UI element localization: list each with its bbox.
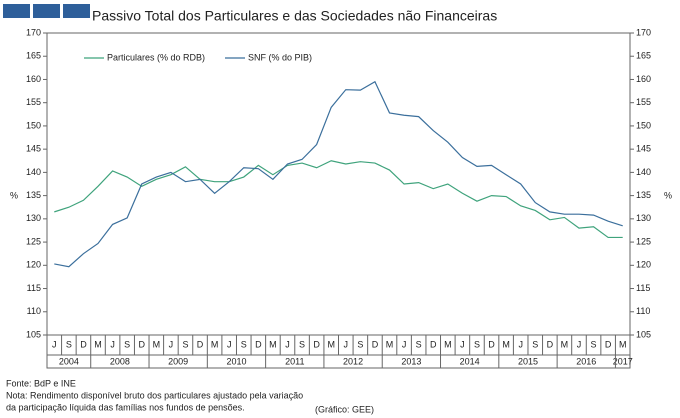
x-group-label: 2004 (59, 356, 79, 366)
y2-tick-label: 120 (636, 260, 651, 270)
y2-tick-label: 110 (636, 306, 650, 316)
y2-tick-label: 145 (636, 144, 651, 154)
x-tick-label: M (327, 339, 335, 349)
note: da participação líquida das famílias nos… (6, 402, 245, 412)
series-line (54, 160, 623, 239)
y-tick-label: 165 (26, 51, 41, 61)
x-tick-label: M (386, 339, 394, 349)
x-tick-label: J (344, 339, 349, 349)
y-tick-label: 105 (26, 329, 41, 339)
x-tick-label: D (605, 339, 612, 349)
x-tick-label: J (110, 339, 115, 349)
y-tick-label: 125 (26, 236, 41, 246)
note: Fonte: BdP e INE (6, 378, 76, 388)
x-tick-label: J (460, 339, 465, 349)
note: Nota: Rendimento disponível bruto dos pa… (6, 390, 303, 400)
x-tick-label: M (211, 339, 219, 349)
y2-tick-label: 165 (636, 51, 651, 61)
x-tick-label: D (255, 339, 262, 349)
x-tick-label: S (416, 339, 422, 349)
x-tick-label: J (577, 339, 582, 349)
x-group-label: 2010 (226, 356, 246, 366)
y-tick-label: 120 (26, 260, 41, 270)
x-tick-label: D (372, 339, 379, 349)
x-group-label: 2009 (168, 356, 188, 366)
x-tick-label: M (561, 339, 569, 349)
logo-block (33, 4, 60, 18)
credit: (Gráfico: GEE) (315, 404, 374, 414)
x-group-label: 2014 (460, 356, 480, 366)
y-tick-label: 130 (26, 213, 41, 223)
x-tick-label: M (153, 339, 161, 349)
y2-tick-label: 155 (636, 97, 651, 107)
x-tick-label: M (444, 339, 452, 349)
x-tick-label: S (66, 339, 72, 349)
x-tick-label: S (241, 339, 247, 349)
x-tick-label: S (357, 339, 363, 349)
x-tick-label: S (591, 339, 597, 349)
x-tick-label: J (52, 339, 57, 349)
y2-axis-label: % (664, 190, 672, 200)
x-tick-label: D (80, 339, 87, 349)
x-tick-label: S (299, 339, 305, 349)
y-tick-label: 150 (26, 120, 41, 130)
x-tick-label: D (197, 339, 204, 349)
y2-tick-label: 115 (636, 283, 650, 293)
y2-tick-label: 150 (636, 120, 651, 130)
x-tick-label: D (313, 339, 320, 349)
x-tick-label: J (402, 339, 407, 349)
y-tick-label: 135 (26, 190, 41, 200)
y2-tick-label: 160 (636, 74, 651, 84)
y-tick-label: 170 (26, 27, 41, 37)
x-tick-label: D (430, 339, 437, 349)
x-tick-label: M (619, 339, 627, 349)
x-group-label: 2011 (285, 356, 304, 366)
x-tick-label: J (169, 339, 174, 349)
x-tick-label: M (502, 339, 510, 349)
y-tick-label: 110 (27, 306, 41, 316)
x-group-label: 2017 (613, 356, 633, 366)
x-tick-label: D (547, 339, 554, 349)
x-group-label: 2015 (518, 356, 538, 366)
legend-label: SNF (% do PIB) (248, 52, 312, 62)
x-group-label: 2016 (576, 356, 596, 366)
x-group-label: 2013 (401, 356, 421, 366)
x-tick-label: S (124, 339, 130, 349)
y-axis-label: % (10, 190, 18, 200)
y-tick-label: 140 (26, 167, 41, 177)
legend-label: Particulares (% do RDB) (107, 52, 205, 62)
x-tick-label: D (488, 339, 495, 349)
x-tick-label: J (518, 339, 523, 349)
x-tick-label: J (227, 339, 232, 349)
y-tick-label: 155 (26, 97, 41, 107)
y2-tick-label: 125 (636, 236, 651, 246)
y-tick-label: 145 (26, 144, 41, 154)
y2-tick-label: 135 (636, 190, 651, 200)
logo-block (63, 4, 90, 18)
logo-block (3, 4, 30, 18)
x-tick-label: M (94, 339, 102, 349)
y-tick-label: 115 (27, 283, 41, 293)
x-tick-label: J (285, 339, 290, 349)
x-tick-label: S (182, 339, 188, 349)
plot-frame (46, 32, 631, 336)
y2-tick-label: 130 (636, 213, 651, 223)
y2-tick-label: 170 (636, 27, 651, 37)
y2-tick-label: 105 (636, 329, 651, 339)
y-tick-label: 160 (26, 74, 41, 84)
x-tick-label: S (474, 339, 480, 349)
y2-tick-label: 140 (636, 167, 651, 177)
series-line (54, 80, 623, 268)
x-tick-label: D (138, 339, 145, 349)
x-group-label: 2012 (343, 356, 363, 366)
x-group-label: 2008 (110, 356, 130, 366)
chart-title: Passivo Total dos Particulares e das Soc… (92, 8, 497, 24)
x-tick-label: S (532, 339, 538, 349)
x-tick-label: M (269, 339, 277, 349)
